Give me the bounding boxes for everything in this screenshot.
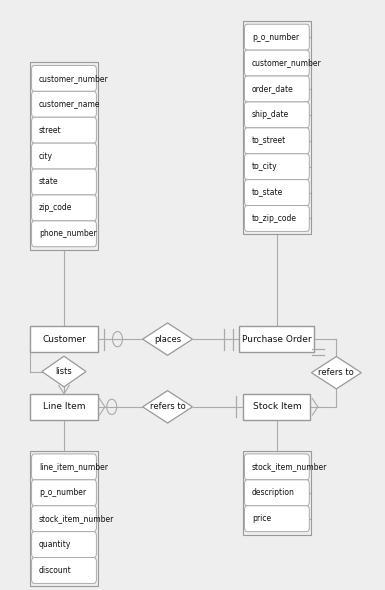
Text: refers to: refers to: [318, 368, 354, 377]
Text: order_date: order_date: [252, 84, 293, 93]
FancyBboxPatch shape: [244, 205, 309, 231]
FancyBboxPatch shape: [32, 169, 96, 195]
Text: refers to: refers to: [150, 402, 186, 411]
FancyBboxPatch shape: [32, 221, 96, 247]
FancyBboxPatch shape: [32, 532, 96, 558]
FancyBboxPatch shape: [239, 326, 314, 352]
FancyBboxPatch shape: [244, 179, 309, 205]
Text: quantity: quantity: [39, 540, 71, 549]
Text: stock_item_number: stock_item_number: [39, 514, 114, 523]
Text: zip_code: zip_code: [39, 204, 72, 212]
FancyBboxPatch shape: [244, 128, 309, 154]
FancyBboxPatch shape: [244, 102, 309, 128]
Text: p_o_number: p_o_number: [39, 489, 86, 497]
Text: phone_number: phone_number: [39, 230, 97, 238]
FancyBboxPatch shape: [32, 195, 96, 221]
FancyBboxPatch shape: [32, 65, 96, 91]
FancyBboxPatch shape: [244, 50, 309, 76]
FancyBboxPatch shape: [30, 394, 97, 420]
Polygon shape: [142, 391, 192, 423]
Text: Purchase Order: Purchase Order: [242, 335, 312, 343]
Text: ship_date: ship_date: [252, 110, 289, 119]
Text: description: description: [252, 489, 295, 497]
Text: Stock Item: Stock Item: [253, 402, 301, 411]
Text: customer_name: customer_name: [39, 100, 100, 109]
FancyBboxPatch shape: [30, 326, 97, 352]
FancyBboxPatch shape: [32, 143, 96, 169]
Text: Customer: Customer: [42, 335, 86, 343]
Text: places: places: [154, 335, 181, 343]
FancyBboxPatch shape: [32, 480, 96, 506]
FancyBboxPatch shape: [244, 154, 309, 179]
FancyBboxPatch shape: [32, 91, 96, 117]
FancyBboxPatch shape: [32, 558, 96, 584]
Text: p_o_number: p_o_number: [252, 32, 299, 42]
Text: state: state: [39, 178, 59, 186]
FancyBboxPatch shape: [244, 24, 309, 50]
FancyBboxPatch shape: [32, 454, 96, 480]
FancyBboxPatch shape: [244, 76, 309, 102]
Polygon shape: [142, 323, 192, 355]
Text: Line Item: Line Item: [43, 402, 85, 411]
Text: price: price: [252, 514, 271, 523]
FancyBboxPatch shape: [243, 394, 310, 420]
Polygon shape: [311, 356, 361, 389]
Text: discount: discount: [39, 566, 72, 575]
Text: city: city: [39, 152, 53, 160]
Text: to_street: to_street: [252, 136, 286, 145]
Text: customer_number: customer_number: [39, 74, 109, 83]
Text: to_state: to_state: [252, 188, 283, 197]
Text: to_city: to_city: [252, 162, 278, 171]
Text: line_item_number: line_item_number: [39, 463, 108, 471]
Text: to_zip_code: to_zip_code: [252, 214, 297, 223]
FancyBboxPatch shape: [32, 506, 96, 532]
Text: street: street: [39, 126, 62, 135]
FancyBboxPatch shape: [32, 117, 96, 143]
FancyBboxPatch shape: [244, 480, 309, 506]
Polygon shape: [42, 356, 86, 387]
FancyBboxPatch shape: [244, 454, 309, 480]
Text: lists: lists: [55, 367, 72, 376]
Text: stock_item_number: stock_item_number: [252, 463, 327, 471]
FancyBboxPatch shape: [244, 506, 309, 532]
Text: customer_number: customer_number: [252, 58, 321, 68]
